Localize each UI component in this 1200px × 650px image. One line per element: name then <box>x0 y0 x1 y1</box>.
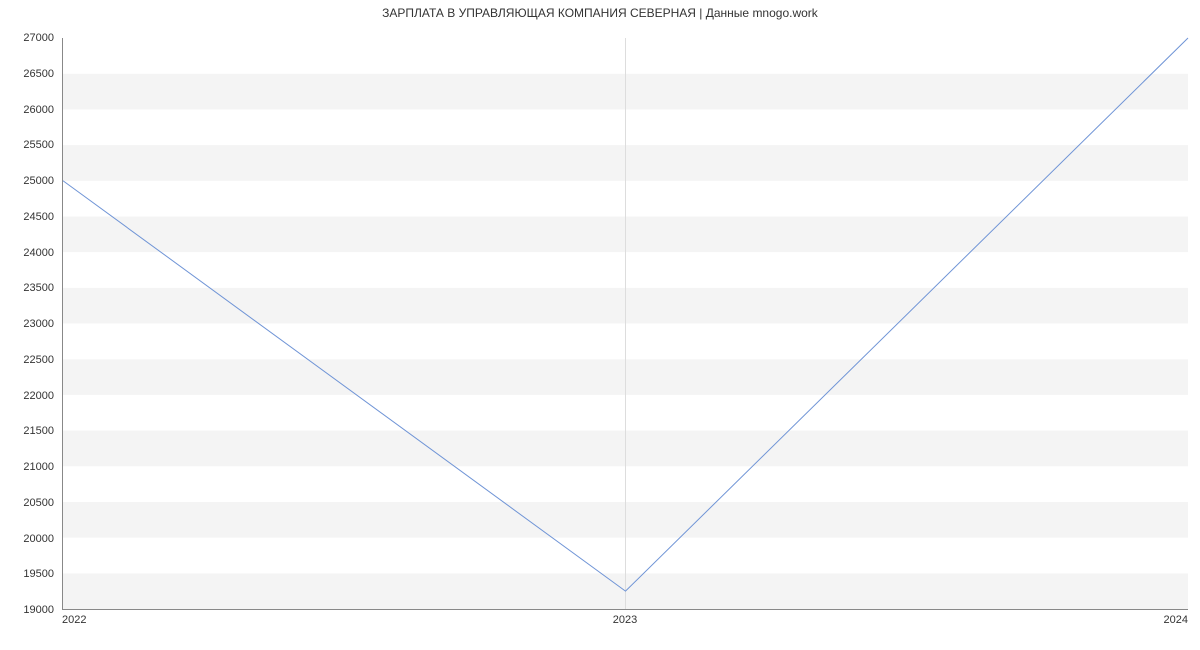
y-tick-label: 27000 <box>0 32 54 44</box>
y-tick-label: 21500 <box>0 425 54 437</box>
y-tick-label: 22500 <box>0 354 54 366</box>
y-tick-label: 25500 <box>0 139 54 151</box>
y-tick-label: 26500 <box>0 68 54 80</box>
chart-title: ЗАРПЛАТА В УПРАВЛЯЮЩАЯ КОМПАНИЯ СЕВЕРНАЯ… <box>0 6 1200 20</box>
x-tick-label: 2024 <box>1164 614 1188 626</box>
y-tick-label: 20500 <box>0 497 54 509</box>
y-tick-label: 24500 <box>0 211 54 223</box>
y-tick-label: 26000 <box>0 104 54 116</box>
y-tick-label: 21000 <box>0 461 54 473</box>
y-tick-label: 23000 <box>0 318 54 330</box>
y-tick-label: 20000 <box>0 533 54 545</box>
x-tick-label: 2022 <box>62 614 86 626</box>
y-tick-label: 22000 <box>0 390 54 402</box>
plot-area <box>62 38 1188 610</box>
y-axis: 1900019500200002050021000215002200022500… <box>0 38 58 610</box>
plot-svg <box>63 38 1188 609</box>
y-tick-label: 19500 <box>0 568 54 580</box>
y-tick-label: 24000 <box>0 247 54 259</box>
y-tick-label: 25000 <box>0 175 54 187</box>
x-axis: 2022 2023 2024 <box>62 614 1188 634</box>
y-tick-label: 23500 <box>0 282 54 294</box>
x-tick-label: 2023 <box>613 614 637 626</box>
line-chart: ЗАРПЛАТА В УПРАВЛЯЮЩАЯ КОМПАНИЯ СЕВЕРНАЯ… <box>0 0 1200 650</box>
y-tick-label: 19000 <box>0 604 54 616</box>
